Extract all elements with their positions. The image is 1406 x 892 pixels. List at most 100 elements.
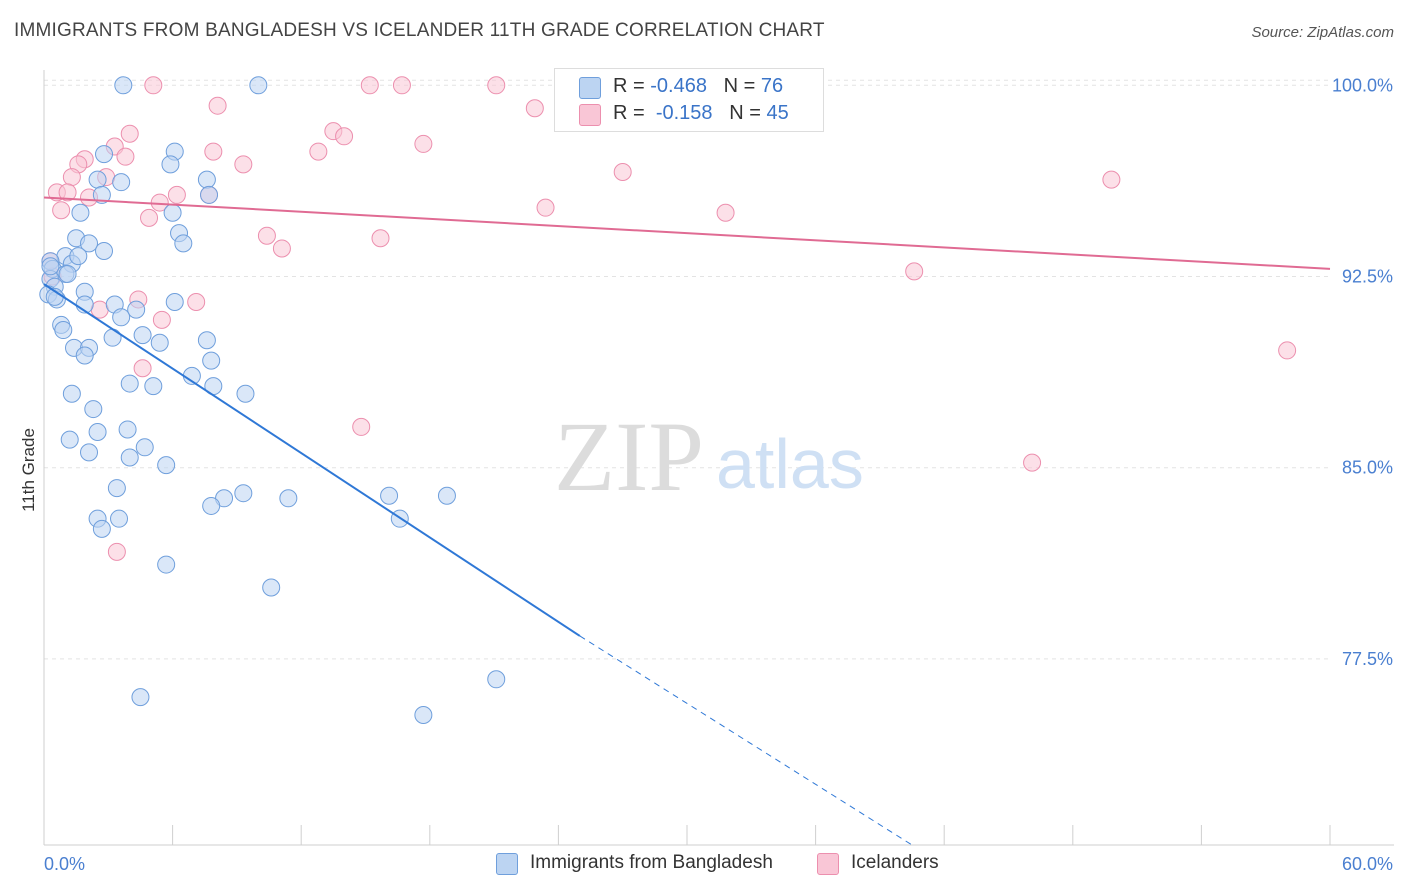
data-point-bangladesh <box>380 486 399 505</box>
trend-line-bangladesh-extrapolated <box>579 635 913 846</box>
y-tick-label: 85.0% <box>1342 458 1393 478</box>
data-point-bangladesh <box>62 384 81 403</box>
data-point-bangladesh <box>71 203 90 222</box>
data-point-bangladesh <box>144 377 163 396</box>
axes <box>43 70 1394 846</box>
data-point-icelanders <box>167 185 186 204</box>
data-point-bangladesh <box>197 170 216 189</box>
data-point-icelanders <box>487 76 506 95</box>
data-point-bangladesh <box>84 400 103 419</box>
data-point-icelanders <box>352 417 371 436</box>
data-point-icelanders <box>58 183 77 202</box>
data-point-icelanders <box>536 198 555 217</box>
data-point-bangladesh <box>249 76 268 95</box>
data-point-icelanders <box>52 201 71 220</box>
chart-source: Source: ZipAtlas.com <box>1251 24 1394 41</box>
data-point-bangladesh <box>437 486 456 505</box>
data-point-bangladesh <box>127 300 146 319</box>
data-point-icelanders <box>90 300 109 319</box>
legend-stats-icelanders: R = -0.158 N = 45 <box>613 102 789 124</box>
legend-stats-bangladesh: R = -0.468 N = 76 <box>613 75 784 97</box>
x-tick-label-min: 0.0% <box>44 854 85 874</box>
y-axis-label: 11th Grade <box>19 428 38 512</box>
data-point-icelanders <box>360 76 379 95</box>
data-point-bangladesh <box>197 331 216 350</box>
data-point-bangladesh <box>107 479 126 498</box>
series-bangladesh-points <box>39 76 506 724</box>
data-point-bangladesh <box>120 448 139 467</box>
data-point-bangladesh <box>80 234 99 253</box>
data-point-bangladesh <box>487 670 506 689</box>
data-point-bangladesh <box>414 705 433 724</box>
legend-swatch-blue <box>579 77 601 99</box>
data-point-icelanders <box>525 99 544 118</box>
data-point-bangladesh <box>202 496 221 515</box>
data-point-icelanders <box>120 124 139 143</box>
data-point-bangladesh <box>60 430 79 449</box>
trend-line-icelanders <box>43 196 1331 270</box>
data-point-bangladesh <box>234 484 253 503</box>
data-point-bangladesh <box>157 555 176 574</box>
data-point-bangladesh <box>69 247 88 266</box>
x-tick-label-max: 60.0% <box>1342 854 1393 874</box>
chart-title: IMMIGRANTS FROM BANGLADESH VS ICELANDER … <box>14 20 825 41</box>
bottom-legend-label-icelanders: Icelanders <box>851 852 939 873</box>
data-point-bangladesh <box>200 185 219 204</box>
data-point-icelanders <box>1023 453 1042 472</box>
data-point-bangladesh <box>202 351 221 370</box>
data-point-bangladesh <box>163 203 182 222</box>
data-point-icelanders <box>613 162 632 181</box>
data-point-icelanders <box>107 542 126 561</box>
data-point-bangladesh <box>131 688 150 707</box>
trend-lines <box>43 196 1331 846</box>
data-point-icelanders <box>144 76 163 95</box>
data-point-icelanders <box>716 203 735 222</box>
data-point-icelanders <box>371 229 390 248</box>
data-point-bangladesh <box>165 292 184 311</box>
bottom-legend-swatch-pink <box>817 853 839 875</box>
data-point-icelanders <box>187 292 206 311</box>
data-point-icelanders <box>204 142 223 161</box>
data-point-bangladesh <box>41 257 60 276</box>
data-point-bangladesh <box>95 145 114 164</box>
data-point-icelanders <box>140 208 159 227</box>
data-point-bangladesh <box>75 346 94 365</box>
data-point-icelanders <box>1278 341 1297 360</box>
data-point-icelanders <box>116 147 135 166</box>
data-point-bangladesh <box>157 456 176 475</box>
watermark: ZIP atlas <box>554 401 864 512</box>
data-point-bangladesh <box>118 420 137 439</box>
watermark-zip: ZIP <box>554 401 704 512</box>
data-point-bangladesh <box>103 328 122 347</box>
data-point-bangladesh <box>88 423 107 442</box>
data-point-bangladesh <box>135 438 154 457</box>
data-point-bangladesh <box>174 234 193 253</box>
watermark-atlas: atlas <box>716 425 864 503</box>
data-point-bangladesh <box>236 384 255 403</box>
data-point-icelanders <box>335 127 354 146</box>
data-point-icelanders <box>62 168 81 187</box>
data-point-bangladesh <box>112 173 131 192</box>
series-icelanders-points <box>41 76 1297 561</box>
data-point-icelanders <box>152 310 171 329</box>
legend-swatch-pink <box>579 104 601 126</box>
data-point-bangladesh <box>262 578 281 597</box>
data-point-icelanders <box>905 262 924 281</box>
y-tick-label: 100.0% <box>1332 75 1393 95</box>
data-point-bangladesh <box>92 519 111 538</box>
data-point-bangladesh <box>150 333 169 352</box>
data-point-bangladesh <box>120 374 139 393</box>
data-point-bangladesh <box>54 321 73 340</box>
stats-legend: R = -0.468 N = 76 R = -0.158 N = 45 <box>554 68 824 132</box>
data-point-icelanders <box>392 76 411 95</box>
bottom-legend-swatch-blue <box>496 853 518 875</box>
data-point-bangladesh <box>110 509 129 528</box>
data-point-bangladesh <box>95 242 114 261</box>
data-point-bangladesh <box>112 308 131 327</box>
data-point-bangladesh <box>58 264 77 283</box>
data-point-icelanders <box>1102 170 1121 189</box>
data-point-bangladesh <box>80 443 99 462</box>
trend-line-bangladesh <box>43 283 581 637</box>
data-point-icelanders <box>257 226 276 245</box>
